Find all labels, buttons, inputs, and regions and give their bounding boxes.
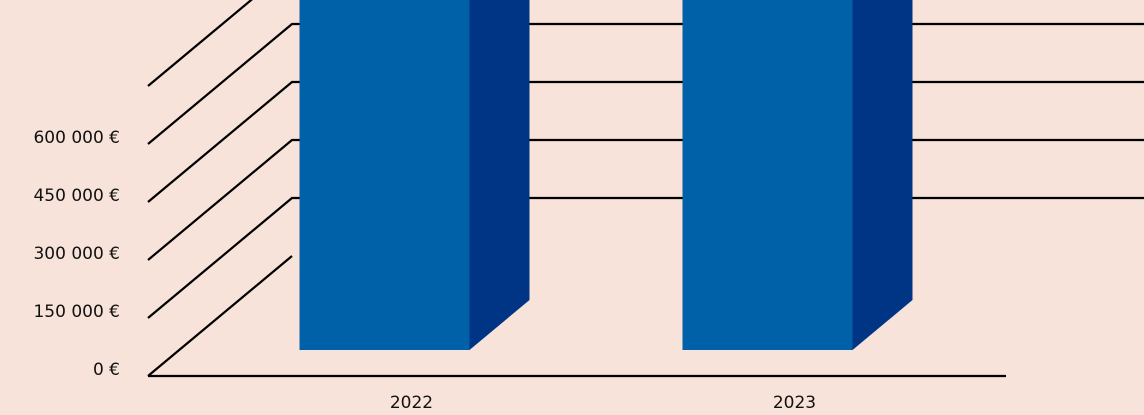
bar-side-2023 — [852, 0, 913, 350]
bar-2023 — [682, 0, 853, 350]
bar-2022 — [299, 0, 470, 350]
gridline — [147, 196, 1144, 319]
gridline — [147, 0, 253, 87]
y-tick-label: 150 000 € — [33, 302, 120, 322]
x-tick-label: 2023 — [773, 393, 816, 413]
grid-layer — [147, 0, 1144, 378]
gridline — [147, 80, 1144, 203]
x-tick-label: 2022 — [390, 393, 433, 413]
y-tick-label: 600 000 € — [33, 128, 120, 148]
bar-side-2022 — [469, 0, 530, 350]
gridline — [147, 138, 1144, 261]
y-tick-label: 450 000 € — [33, 186, 120, 206]
bars-layer — [299, 0, 913, 350]
floor-line — [147, 255, 1006, 378]
gridline — [147, 22, 1144, 145]
y-tick-label: 300 000 € — [33, 244, 120, 264]
y-tick-label: 0 € — [93, 360, 120, 380]
labels-layer: 0 € 150 000 € 300 000 € 450 000 € 600 000 € 2… — [33, 128, 816, 413]
